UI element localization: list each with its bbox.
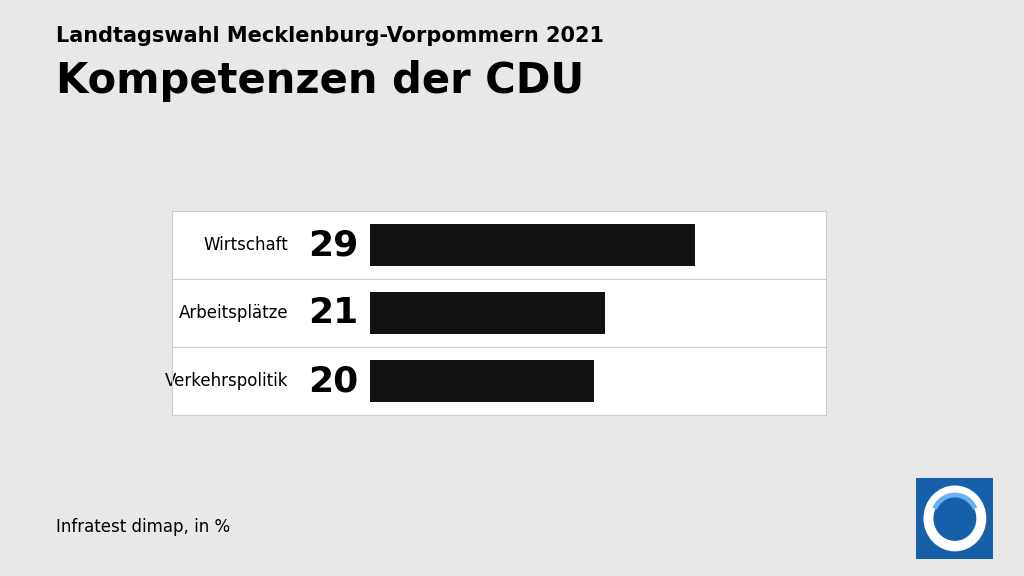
Bar [172,211,826,415]
Text: 21: 21 [308,296,358,330]
Bar [370,360,594,402]
Text: Verkehrspolitik: Verkehrspolitik [165,372,289,390]
Bar [172,211,826,415]
Bar [370,292,605,334]
Text: Wirtschaft: Wirtschaft [204,236,289,254]
Circle shape [934,497,976,540]
Text: Infratest dimap, in %: Infratest dimap, in % [56,518,230,536]
Text: 29: 29 [308,228,358,262]
Text: 20: 20 [308,364,358,398]
Text: Arbeitsplätze: Arbeitsplätze [178,304,289,322]
Text: Landtagswahl Mecklenburg-Vorpommern 2021: Landtagswahl Mecklenburg-Vorpommern 2021 [56,26,604,46]
Circle shape [924,486,985,551]
Bar [370,224,695,266]
Text: Kompetenzen der CDU: Kompetenzen der CDU [56,60,585,103]
